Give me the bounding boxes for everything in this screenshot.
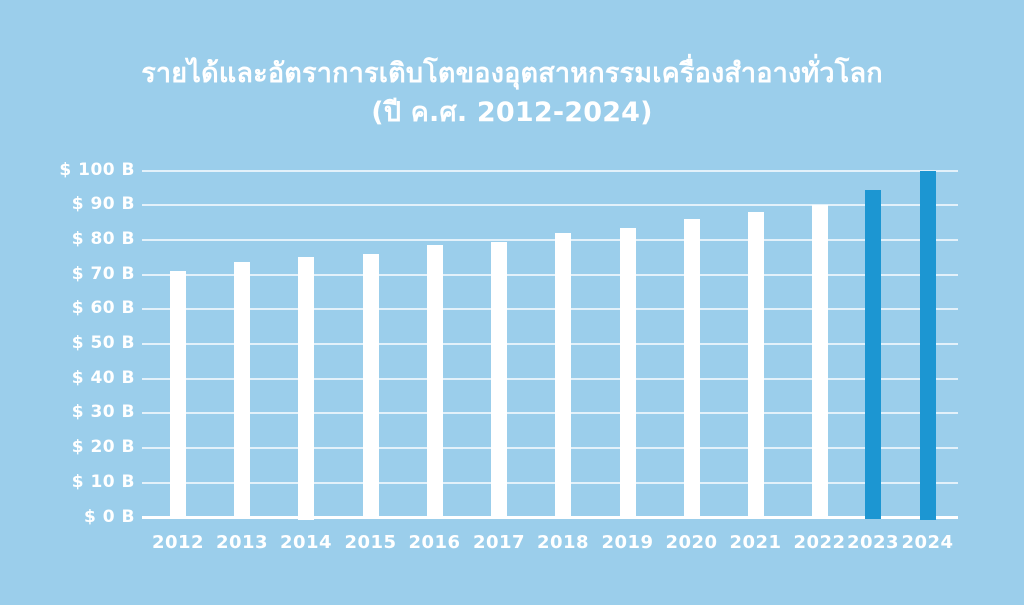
bar-2017	[491, 241, 507, 520]
gridline-80	[142, 238, 958, 241]
gridline-20	[142, 447, 958, 450]
gridline-40	[142, 377, 958, 380]
bar-2024	[919, 170, 936, 520]
gridline-100	[142, 169, 958, 172]
bar-2013	[234, 262, 250, 520]
y-axis-tick-label-0: $ 0 B	[84, 506, 135, 527]
bar-2023	[865, 189, 881, 520]
x-axis-label-2015: 2015	[344, 532, 397, 553]
y-axis-tick-label-90: $ 90 B	[71, 194, 135, 215]
x-axis-label-2016: 2016	[408, 532, 461, 553]
bar-2022	[811, 205, 828, 520]
chart-title-line1: รายได้และอัตราการเติบโตของอุตสาหกรรมเครื…	[141, 58, 883, 89]
bar-2014	[298, 257, 314, 520]
y-axis-tick-label-10: $ 10 B	[71, 471, 135, 492]
bar-2021	[747, 212, 764, 520]
x-axis-label-2018: 2018	[536, 532, 590, 553]
y-axis-tick-label-50: $ 50 B	[71, 333, 135, 353]
chart-title-line2: (ปี ค.ศ. 2012-2024)	[371, 97, 653, 128]
x-axis-label-2012: 2012	[151, 532, 205, 553]
y-axis-tick-label-30: $ 30 B	[71, 402, 135, 423]
x-axis-label-2021: 2021	[729, 532, 782, 553]
x-axis-label-2019: 2019	[601, 532, 654, 553]
x-axis-label-2017: 2017	[472, 532, 526, 553]
y-axis-tick-label-100: $ 100 B	[59, 159, 135, 180]
bar-2012	[170, 271, 186, 520]
y-axis-tick-label-40: $ 40 B	[71, 367, 135, 388]
gridline-70	[142, 273, 958, 276]
x-axis-label-2020: 2020	[665, 532, 718, 553]
bar-2016	[426, 245, 443, 520]
bar-2015	[362, 253, 379, 520]
x-axis-label-2022: 2022	[793, 532, 846, 553]
chart-title: รายได้และอัตราการเติบโตของอุตสาหกรรมเครื…	[0, 54, 1024, 132]
gridline-60	[142, 308, 958, 311]
gridline-90	[142, 204, 958, 207]
x-axis-label-2023: 2023	[846, 532, 900, 553]
bar-2019	[619, 227, 636, 520]
y-axis-tick-label-20: $ 20 B	[71, 437, 135, 458]
gridline-30	[142, 412, 958, 415]
y-axis-tick-label-80: $ 80 B	[71, 228, 135, 249]
x-axis-label-2013: 2013	[215, 532, 269, 553]
gridline-10	[142, 481, 958, 484]
bar-2018	[555, 232, 571, 520]
x-axis-baseline	[142, 516, 958, 519]
gridline-50	[142, 343, 958, 345]
x-axis-label-2024: 2024	[901, 532, 954, 553]
y-axis-tick-label-70: $ 70 B	[71, 263, 135, 284]
y-axis-tick-label-60: $ 60 B	[71, 298, 135, 319]
bar-2020	[683, 219, 700, 520]
x-axis-label-2014: 2014	[279, 532, 333, 553]
